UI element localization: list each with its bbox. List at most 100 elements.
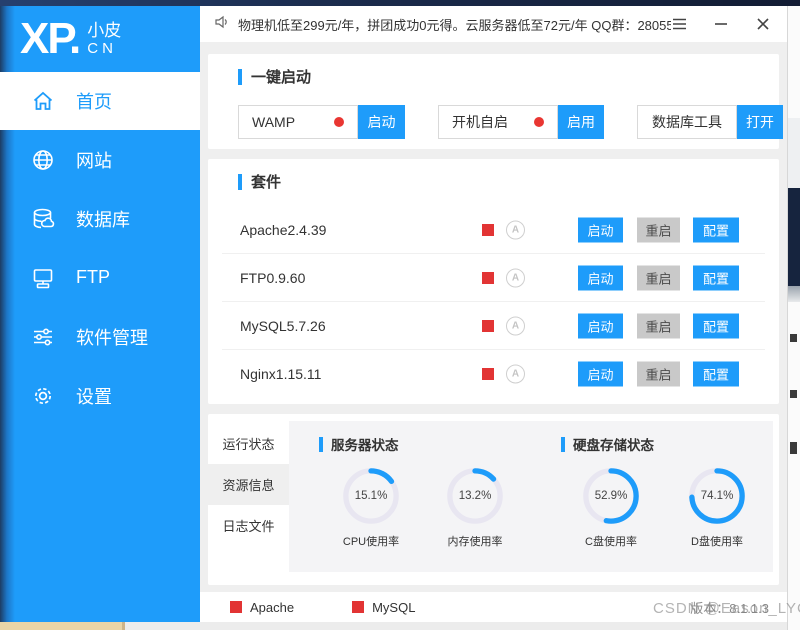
tab-running-status[interactable]: 运行状态: [222, 437, 275, 452]
suite-row-nginx: Nginx1.15.11 A 启动 重启 配置: [222, 349, 765, 397]
sidebar-item-label: 设置: [76, 386, 112, 407]
sliver-text-fragment: [790, 390, 797, 398]
gauge-percent: 74.1%: [700, 490, 734, 502]
suite-row-apache: Apache2.4.39 A 启动 重启 配置: [222, 206, 765, 253]
gauge-label: 内存使用率: [447, 536, 503, 548]
stopped-indicator: [482, 271, 494, 284]
suite-title: 套件: [251, 174, 282, 191]
footer-bar: Apache MySQL 版本：8.1.1.3: [200, 592, 787, 622]
server-status-group: 服务器状态 15.1%: [289, 434, 521, 572]
config-button[interactable]: 配置: [693, 361, 739, 386]
sidebar-item-website[interactable]: 网站: [0, 130, 200, 189]
section-accent-bar: [238, 68, 242, 85]
sidebar-item-database[interactable]: 数据库: [0, 189, 200, 248]
sidebar: XP. 小皮 CN 首页: [0, 6, 200, 622]
background-window-sliver: [787, 6, 800, 630]
sliver-text-fragment: [790, 334, 797, 342]
logo-cn-suffix: CN: [87, 40, 117, 58]
c-drive-gauge: 52.9% C盘使用率: [579, 467, 643, 549]
sidebar-item-label: 网站: [76, 150, 112, 171]
globe-icon: [30, 147, 56, 173]
autostart-label: 开机自启: [452, 114, 508, 130]
config-button[interactable]: 配置: [693, 217, 739, 242]
service-name: Apache2.4.39: [240, 221, 327, 238]
sidebar-item-label: FTP: [76, 267, 110, 287]
sidebar-item-software[interactable]: 软件管理: [0, 307, 200, 366]
db-tool-open-button[interactable]: 打开: [737, 105, 783, 139]
start-button[interactable]: 启动: [578, 217, 623, 242]
tab-log-files[interactable]: 日志文件: [222, 519, 275, 534]
autostart-circle-icon[interactable]: A: [506, 220, 525, 239]
restart-button[interactable]: 重启: [637, 313, 680, 338]
legend-label: Apache: [250, 599, 295, 615]
main-area: 物理机低至299元/年，拼团成功0元得。云服务器低至72元/年 QQ群：2805…: [200, 6, 787, 622]
quick-start-section: 一键启动 WAMP 启动 开机自启: [208, 54, 783, 149]
legend-apache: Apache: [230, 600, 294, 615]
config-button[interactable]: 配置: [693, 313, 739, 338]
mysql-status-square: [352, 601, 365, 613]
version-label: 版本：8.1.1.3: [690, 600, 769, 616]
home-icon: [30, 88, 56, 114]
gauge-percent: 13.2%: [458, 490, 492, 502]
gauge-label: D盘使用率: [691, 536, 743, 548]
sidebar-item-settings[interactable]: 设置: [0, 366, 200, 425]
gauge-label: C盘使用率: [585, 536, 637, 548]
section-accent-bar: [238, 173, 242, 190]
apache-status-square: [230, 601, 242, 613]
start-button[interactable]: 启动: [578, 361, 623, 386]
background-window-top-edge: [0, 0, 800, 6]
service-name: Nginx1.15.11: [240, 365, 322, 382]
minimize-icon[interactable]: [713, 17, 729, 31]
service-name: MySQL5.7.26: [240, 317, 326, 334]
d-drive-gauge: 74.1% D盘使用率: [685, 467, 749, 549]
legend-label: MySQL: [372, 599, 416, 615]
status-dot: [334, 117, 344, 127]
sidebar-item-ftp[interactable]: FTP: [0, 248, 200, 307]
config-button[interactable]: 配置: [693, 265, 739, 290]
server-status-title: 服务器状态: [331, 438, 399, 453]
monitor-icon: [30, 265, 56, 291]
stopped-indicator: [482, 223, 494, 236]
start-button[interactable]: 启动: [578, 265, 623, 290]
suite-row-mysql: MySQL5.7.26 A 启动 重启 配置: [222, 301, 765, 349]
database-icon: [30, 206, 56, 232]
db-tool-label: 数据库工具: [652, 114, 722, 130]
disk-status-group: 硬盘存储状态 52.9%: [521, 434, 749, 572]
cpu-gauge: 15.1% CPU使用率: [339, 467, 403, 549]
logo-xp-text: XP.: [20, 14, 81, 63]
suite-section: 套件 Apache2.4.39 A 启动 重启 配置 FTP0.9.60 A: [208, 159, 779, 404]
sidebar-item-home[interactable]: 首页: [0, 72, 200, 130]
suite-row-ftp: FTP0.9.60 A 启动 重启 配置: [222, 253, 765, 301]
status-tabs: 运行状态 资源信息 日志文件: [208, 414, 289, 585]
close-icon[interactable]: [755, 17, 771, 31]
speaker-icon: [214, 14, 230, 35]
sliver-segment-dark: [788, 188, 800, 286]
wamp-status-box: WAMP: [238, 105, 358, 139]
resource-panel: 服务器状态 15.1%: [289, 421, 773, 572]
wamp-start-button[interactable]: 启动: [358, 105, 405, 139]
restart-button[interactable]: 重启: [637, 361, 680, 386]
start-button[interactable]: 启动: [578, 313, 623, 338]
restart-button[interactable]: 重启: [637, 217, 680, 242]
titlebar: 物理机低至299元/年，拼团成功0元得。云服务器低至72元/年 QQ群：2805…: [200, 6, 787, 42]
gauge-label: CPU使用率: [342, 536, 400, 548]
restart-button[interactable]: 重启: [637, 265, 680, 290]
sidebar-item-label: 数据库: [76, 209, 130, 230]
status-dot: [534, 117, 544, 127]
background-desktop-fragment: [0, 622, 125, 630]
autostart-circle-icon[interactable]: A: [506, 364, 525, 383]
sliders-icon: [30, 324, 56, 350]
autostart-circle-icon[interactable]: A: [506, 268, 525, 287]
sliver-text-fragment: [790, 442, 797, 454]
tab-resource-info[interactable]: 资源信息: [208, 464, 289, 505]
stopped-indicator: [482, 367, 494, 380]
menu-icon[interactable]: [671, 17, 687, 31]
status-section: 运行状态 资源信息 日志文件 服务器状态: [208, 414, 779, 585]
gear-icon: [30, 383, 56, 409]
autostart-circle-icon[interactable]: A: [506, 316, 525, 335]
gauge-percent: 52.9%: [594, 490, 628, 502]
gauge-percent: 15.1%: [354, 490, 388, 502]
autostart-enable-button[interactable]: 启用: [558, 105, 604, 139]
sidebar-item-label: 软件管理: [76, 327, 148, 348]
